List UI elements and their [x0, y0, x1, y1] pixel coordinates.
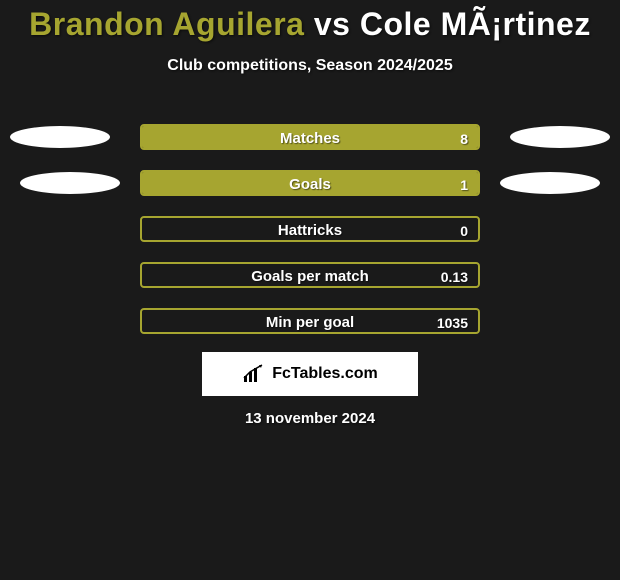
player2-name: Cole MÃ¡rtinez: [360, 6, 591, 42]
stat-value: 8: [460, 126, 468, 148]
stat-value: 1: [460, 172, 468, 194]
chart-icon: [242, 364, 266, 384]
comparison-infographic: Brandon Aguilera vs Cole MÃ¡rtinez Club …: [0, 0, 620, 580]
stat-bar: Hattricks0: [140, 216, 480, 242]
player2-marker: [500, 172, 600, 194]
player1-marker: [10, 126, 110, 148]
brand-text: FcTables.com: [272, 365, 378, 383]
date: 13 november 2024: [0, 410, 620, 427]
stat-row: Matches8: [0, 124, 620, 170]
title-vs: vs: [304, 6, 359, 42]
player1-name: Brandon Aguilera: [29, 6, 304, 42]
stat-bar: Goals1: [140, 170, 480, 196]
stat-label: Min per goal: [142, 310, 478, 332]
stat-label: Goals per match: [142, 264, 478, 286]
stat-value: 0.13: [441, 264, 468, 286]
stat-label: Hattricks: [142, 218, 478, 240]
stat-label: Goals: [142, 172, 478, 194]
stat-value: 0: [460, 218, 468, 240]
stat-row: Goals1: [0, 170, 620, 216]
subtitle: Club competitions, Season 2024/2025: [0, 57, 620, 75]
stat-bar: Min per goal1035: [140, 308, 480, 334]
stat-row: Hattricks0: [0, 216, 620, 262]
title: Brandon Aguilera vs Cole MÃ¡rtinez: [0, 0, 620, 43]
stat-value: 1035: [437, 310, 468, 332]
stat-row: Goals per match0.13: [0, 262, 620, 308]
player2-marker: [510, 126, 610, 148]
stats-rows: Matches8Goals1Hattricks0Goals per match0…: [0, 124, 620, 354]
stat-label: Matches: [142, 126, 478, 148]
stat-bar: Matches8: [140, 124, 480, 150]
brand-badge: FcTables.com: [202, 352, 418, 396]
player1-marker: [20, 172, 120, 194]
stat-bar: Goals per match0.13: [140, 262, 480, 288]
stat-row: Min per goal1035: [0, 308, 620, 354]
